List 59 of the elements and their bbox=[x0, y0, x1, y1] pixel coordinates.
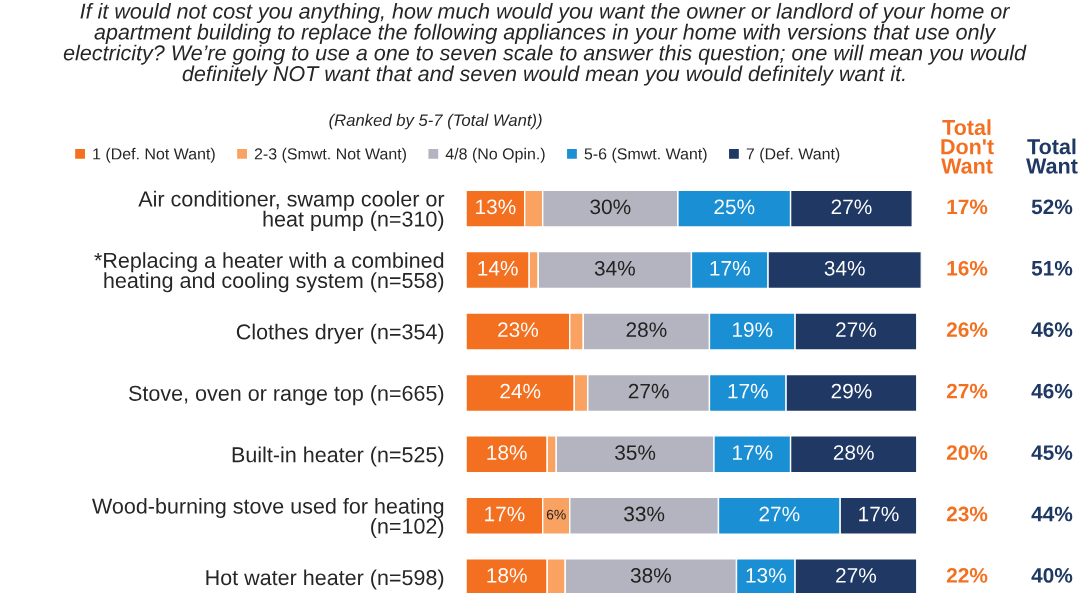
text: 52% bbox=[1031, 199, 1073, 215]
text: Total Want bbox=[1026, 138, 1078, 174]
data-label: 19% bbox=[733, 322, 773, 338]
data-label: 17% bbox=[485, 506, 525, 522]
data-label: 27% bbox=[836, 568, 877, 583]
y-tick-label: Clothes dryer (n=354) bbox=[236, 323, 444, 344]
data-label: 27% bbox=[628, 383, 669, 399]
data-label: 6% bbox=[546, 509, 566, 520]
data-label: 38% bbox=[630, 568, 671, 583]
y-tick-label: Air conditioner, swamp cooler or heat pump (n=310) bbox=[138, 190, 445, 231]
text: 46% bbox=[1031, 322, 1073, 338]
text: 17% bbox=[947, 199, 988, 215]
data-label: 34% bbox=[824, 260, 865, 276]
y-tick-label: Built-in heater (n=525) bbox=[232, 446, 444, 467]
data-label: 23% bbox=[498, 322, 539, 338]
data-label: 28% bbox=[833, 445, 874, 460]
legend-label: 4/8 (No Opin.) bbox=[445, 147, 545, 163]
data-label: 17% bbox=[710, 260, 750, 276]
y-tick-label: Wood-burning stove used for heating (n=102) bbox=[92, 497, 444, 539]
data-label: 14% bbox=[478, 260, 518, 276]
data-label: 35% bbox=[615, 445, 656, 460]
data-label: 24% bbox=[500, 383, 541, 399]
data-label: 18% bbox=[487, 568, 527, 583]
text: 46% bbox=[1031, 383, 1073, 399]
text: 51% bbox=[1031, 260, 1073, 276]
data-label: 17% bbox=[728, 383, 768, 399]
y-tick-label: *Replacing a heater with a combined heating and cooling system (n=558) bbox=[94, 252, 444, 293]
text: 20% bbox=[946, 445, 988, 460]
text: 44% bbox=[1031, 506, 1073, 522]
legend-label: 7 (Def. Want) bbox=[746, 147, 840, 163]
text: 22% bbox=[946, 568, 988, 583]
legend-label: 5-6 (Smwt. Want) bbox=[584, 147, 707, 163]
data-label: 27% bbox=[759, 506, 800, 522]
data-label: 17% bbox=[859, 506, 899, 522]
text: 23% bbox=[946, 506, 988, 522]
text: 40% bbox=[1031, 568, 1073, 583]
data-label: 30% bbox=[590, 199, 631, 215]
y-tick-label: Stove, oven or range top (n=665) bbox=[129, 385, 444, 406]
data-label: 13% bbox=[746, 568, 786, 583]
chart-subtitle: (Ranked by 5-7 (Total Want)) bbox=[329, 113, 542, 130]
text: 16% bbox=[947, 260, 988, 276]
data-label: 27% bbox=[836, 322, 877, 337]
legend-label: 2-3 (Smwt. Not Want) bbox=[254, 147, 406, 163]
data-label: 34% bbox=[594, 260, 635, 276]
data-label: 27% bbox=[831, 199, 872, 215]
text: 26% bbox=[946, 322, 988, 338]
legend-label: 1 (Def. Not Want) bbox=[93, 147, 215, 163]
chart-title: If it would not cost you anything, how much would you want the owner or landlord of your home or apartment building to replace the following appliances in your home with versions that use only electricity? We’re going to use a one to seven scale to answer this question; one will mean you would definitely NOT want that and seven would mean you would definitely want it. bbox=[63, 2, 1027, 86]
y-tick-label: Hot water heater (n=598) bbox=[206, 569, 444, 590]
text: Total Don't Want bbox=[941, 119, 994, 174]
text: 27% bbox=[946, 383, 988, 399]
data-label: 33% bbox=[624, 506, 665, 522]
data-label: 25% bbox=[714, 199, 755, 215]
data-label: 29% bbox=[831, 383, 872, 399]
data-label: 13% bbox=[476, 199, 516, 215]
text: 45% bbox=[1031, 445, 1073, 460]
data-label: 17% bbox=[733, 445, 773, 460]
data-label: 18% bbox=[487, 445, 527, 460]
data-label: 28% bbox=[626, 322, 667, 338]
